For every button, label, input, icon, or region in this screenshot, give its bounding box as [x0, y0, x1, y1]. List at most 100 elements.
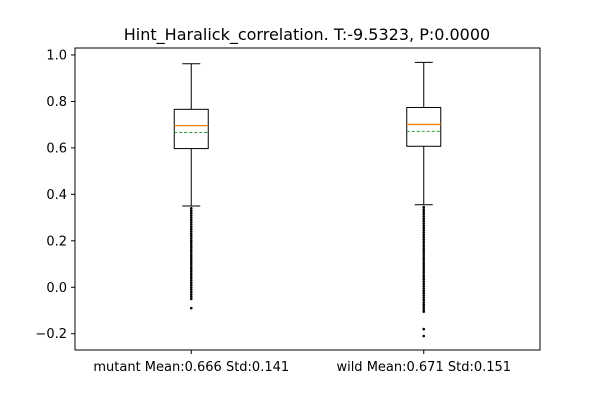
outlier-point [189, 274, 193, 277]
outlier-point [189, 262, 193, 266]
outlier-point [422, 294, 426, 297]
outlier-point [422, 245, 426, 248]
outlier-point [422, 210, 426, 214]
outlier-point [422, 233, 426, 237]
outlier-point [422, 231, 426, 234]
outlier-point [422, 282, 426, 286]
outlier-point [422, 284, 426, 288]
outlier-point [189, 248, 193, 252]
outlier-point [422, 310, 426, 313]
outlier-point [189, 218, 193, 222]
outlier-point [189, 253, 193, 257]
y-tick-label: 0.8 [46, 95, 67, 110]
plot-frame [74, 47, 541, 351]
outlier-point [189, 227, 193, 231]
outlier-point [189, 283, 193, 287]
outlier-point [189, 297, 193, 301]
outlier-point [189, 279, 193, 282]
outlier-point [189, 234, 193, 238]
outlier-point [422, 291, 426, 295]
outlier-point [422, 261, 426, 265]
outlier-point [422, 208, 426, 211]
outlier-point [189, 306, 193, 310]
y-tick-label: −0.2 [35, 327, 67, 342]
outlier-point [189, 244, 193, 247]
box-group [406, 61, 442, 338]
outlier-point [422, 259, 426, 262]
outlier-point [422, 287, 426, 290]
y-tick-label: 0.4 [46, 188, 67, 203]
outlier-point [189, 295, 193, 298]
outlier-point [422, 238, 426, 241]
outlier-point [422, 275, 426, 279]
outlier-point [422, 254, 426, 258]
outlier-point [189, 276, 193, 280]
outlier-point [422, 249, 426, 253]
outlier-point [422, 229, 426, 232]
outlier-point [422, 256, 426, 260]
outlier-point [189, 220, 193, 224]
outlier-point [422, 273, 426, 276]
y-tick-label: 0.6 [46, 141, 67, 156]
outlier-point [422, 215, 426, 218]
outlier-point [422, 301, 426, 304]
outlier-point [422, 219, 426, 223]
outlier-point [189, 258, 193, 261]
outlier-point [189, 255, 193, 259]
iqr-box [406, 106, 442, 147]
outlier-point [189, 225, 193, 229]
outlier-point [422, 308, 426, 311]
outlier-point [422, 243, 426, 246]
outlier-point [422, 263, 426, 267]
outlier-point [422, 270, 426, 274]
outlier-point [422, 280, 426, 283]
chart-title: Hint_Haralick_correlation. T:-9.5323, P:… [124, 25, 490, 45]
outlier-point [422, 217, 426, 221]
outlier-point [189, 216, 193, 219]
outlier-point [422, 247, 426, 251]
outlier-point [189, 292, 193, 296]
outlier-point [422, 212, 426, 216]
outlier-point [422, 303, 426, 307]
x-tick-label: wild Mean:0.671 Std:0.151 [336, 360, 511, 375]
outlier-point [189, 211, 193, 215]
outlier-point [422, 236, 426, 239]
outlier-point [189, 269, 193, 273]
x-tick-label: mutant Mean:0.666 Std:0.141 [93, 360, 289, 375]
outlier-point [189, 265, 193, 268]
outlier-point [422, 266, 426, 269]
outlier-point [422, 277, 426, 281]
outlier-point [422, 226, 426, 230]
y-tick-label: 0.2 [46, 234, 67, 249]
outlier-point [422, 305, 426, 309]
outlier-point [189, 285, 193, 289]
outlier-point [189, 209, 193, 212]
outlier-point [189, 288, 193, 291]
outlier-point [422, 205, 426, 209]
box-group [173, 63, 209, 310]
outlier-point [189, 281, 193, 284]
iqr-box [173, 108, 209, 150]
outlier-point [422, 296, 426, 300]
outlier-point [422, 327, 426, 331]
outlier-point [422, 334, 426, 338]
outlier-point [422, 268, 426, 272]
outlier-point [189, 237, 193, 240]
outlier-point [189, 267, 193, 270]
outlier-point [189, 260, 193, 264]
y-tick-label: 0.0 [46, 281, 67, 296]
outlier-point [189, 223, 193, 226]
y-tick-label: 1.0 [46, 48, 67, 63]
outlier-point [189, 232, 193, 236]
outlier-point [422, 252, 426, 255]
outlier-point [422, 222, 426, 225]
outlier-point [422, 298, 426, 302]
outlier-point [189, 246, 193, 250]
outlier-point [189, 239, 193, 243]
outlier-point [189, 213, 193, 217]
outlier-point [422, 289, 426, 293]
outlier-point [189, 206, 193, 210]
outlier-point [189, 272, 193, 275]
outlier-point [422, 224, 426, 228]
